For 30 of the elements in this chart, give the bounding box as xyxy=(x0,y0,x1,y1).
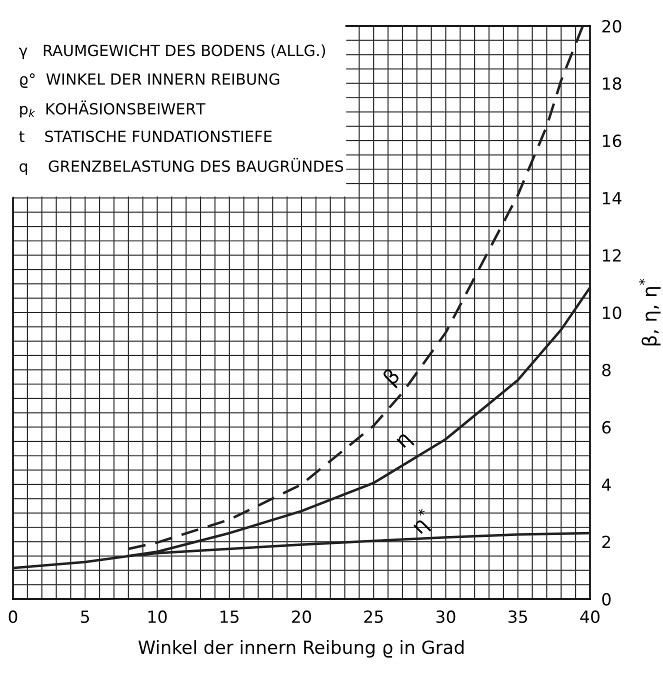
x-tick-label: 35 xyxy=(508,610,528,624)
annotation: p$_{k}$ KOHÄSIONSBEIWERT xyxy=(20,100,206,118)
y-tick-label: 10 xyxy=(602,306,622,320)
y-axis-title: β, η, η$^{*}$ xyxy=(638,278,661,346)
y-tick-label: 16 xyxy=(602,134,622,148)
x-axis-title: Winkel der innern Reibung ϱ in Grad xyxy=(138,640,464,658)
x-tick-label: 30 xyxy=(436,610,456,624)
x-tick-label: 40 xyxy=(580,610,600,624)
y-tick-label: 18 xyxy=(602,77,622,90)
y-tick-label: 14 xyxy=(602,192,622,204)
y-tick-label: 6 xyxy=(602,421,611,434)
annotation: η xyxy=(396,432,414,451)
annotation: t STATISCHE FUNDATIONSTIEFE xyxy=(19,130,272,142)
y-tick-label: 0 xyxy=(602,592,611,606)
annotation: q GRENZBELASTUNG DES BAUGRÜNDES xyxy=(20,158,344,175)
x-tick-label: 15 xyxy=(220,610,239,624)
y-tick-label: 20 xyxy=(602,20,622,33)
y-tick-label: 2 xyxy=(602,536,610,548)
x-tick-label: 0 xyxy=(8,610,18,624)
annotation: ϱ° WINKEL DER INNERN REIBUNG xyxy=(20,73,280,88)
y-tick-label: 4 xyxy=(602,478,611,491)
x-tick-label: 10 xyxy=(148,610,167,624)
x-tick-label: 20 xyxy=(292,610,311,624)
annotation: η$^{*}$ xyxy=(408,508,438,537)
x-tick-label: 25 xyxy=(364,610,383,624)
y-tick-label: 12 xyxy=(602,249,621,262)
annotation: γ RAUMGEWICHT DES BODENS (ALLG.) xyxy=(19,44,326,60)
annotation: β xyxy=(382,367,404,388)
x-tick-label: 5 xyxy=(81,610,89,624)
y-tick-label: 8 xyxy=(602,364,611,376)
